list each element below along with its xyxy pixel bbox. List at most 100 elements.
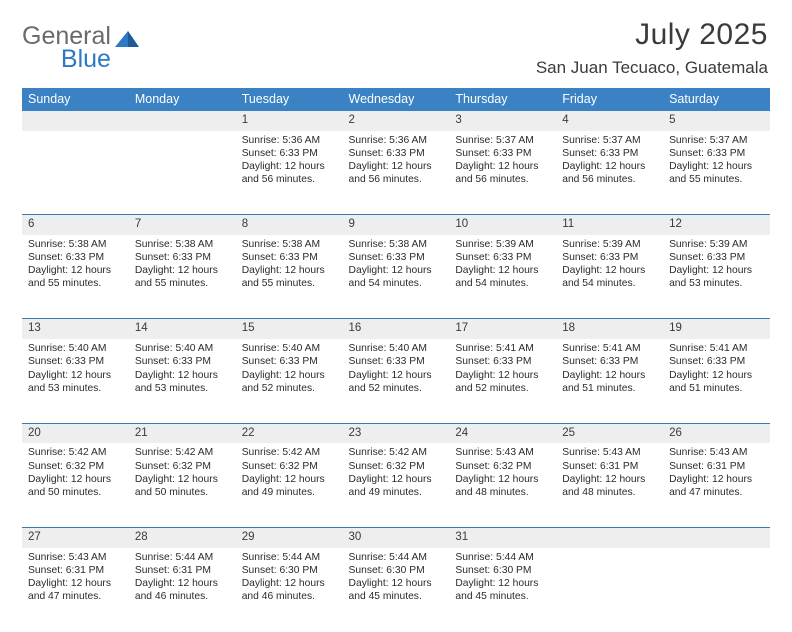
day-number-cell <box>556 527 663 547</box>
weekday-header-row: SundayMondayTuesdayWednesdayThursdayFrid… <box>22 88 770 111</box>
day-content-cell: Sunrise: 5:43 AM Sunset: 6:32 PM Dayligh… <box>449 443 556 527</box>
day-details: Sunrise: 5:39 AM Sunset: 6:33 PM Dayligh… <box>663 235 770 295</box>
day-details: Sunrise: 5:38 AM Sunset: 6:33 PM Dayligh… <box>22 235 129 295</box>
day-number-cell <box>22 111 129 131</box>
day-content-row: Sunrise: 5:38 AM Sunset: 6:33 PM Dayligh… <box>22 235 770 319</box>
day-details: Sunrise: 5:44 AM Sunset: 6:31 PM Dayligh… <box>129 548 236 608</box>
day-number-cell: 26 <box>663 423 770 443</box>
day-details: Sunrise: 5:44 AM Sunset: 6:30 PM Dayligh… <box>343 548 450 608</box>
day-number-row: 6789101112 <box>22 215 770 235</box>
day-number-cell: 23 <box>343 423 450 443</box>
day-number-cell: 22 <box>236 423 343 443</box>
day-details: Sunrise: 5:36 AM Sunset: 6:33 PM Dayligh… <box>236 131 343 191</box>
day-details: Sunrise: 5:40 AM Sunset: 6:33 PM Dayligh… <box>22 339 129 399</box>
day-details: Sunrise: 5:43 AM Sunset: 6:31 PM Dayligh… <box>22 548 129 608</box>
day-number-cell: 2 <box>343 111 450 131</box>
day-content-row: Sunrise: 5:40 AM Sunset: 6:33 PM Dayligh… <box>22 339 770 423</box>
weekday-header: Tuesday <box>236 88 343 111</box>
day-number-cell: 15 <box>236 319 343 339</box>
weekday-header: Monday <box>129 88 236 111</box>
day-number-cell: 31 <box>449 527 556 547</box>
day-number-cell: 29 <box>236 527 343 547</box>
day-number-cell <box>129 111 236 131</box>
day-content-cell <box>663 548 770 632</box>
logo-text: General Blue <box>22 24 111 72</box>
day-number-cell: 3 <box>449 111 556 131</box>
day-content-cell: Sunrise: 5:38 AM Sunset: 6:33 PM Dayligh… <box>343 235 450 319</box>
day-number-cell: 14 <box>129 319 236 339</box>
day-number-cell: 18 <box>556 319 663 339</box>
month-title: July 2025 <box>536 18 768 52</box>
day-number-cell: 11 <box>556 215 663 235</box>
day-content-cell: Sunrise: 5:39 AM Sunset: 6:33 PM Dayligh… <box>663 235 770 319</box>
day-content-row: Sunrise: 5:36 AM Sunset: 6:33 PM Dayligh… <box>22 131 770 215</box>
day-details: Sunrise: 5:40 AM Sunset: 6:33 PM Dayligh… <box>129 339 236 399</box>
day-details: Sunrise: 5:39 AM Sunset: 6:33 PM Dayligh… <box>449 235 556 295</box>
day-details: Sunrise: 5:38 AM Sunset: 6:33 PM Dayligh… <box>236 235 343 295</box>
day-details: Sunrise: 5:37 AM Sunset: 6:33 PM Dayligh… <box>663 131 770 191</box>
day-content-cell: Sunrise: 5:37 AM Sunset: 6:33 PM Dayligh… <box>449 131 556 215</box>
title-block: July 2025 San Juan Tecuaco, Guatemala <box>536 18 770 78</box>
day-number-cell: 10 <box>449 215 556 235</box>
day-content-cell: Sunrise: 5:37 AM Sunset: 6:33 PM Dayligh… <box>663 131 770 215</box>
day-content-cell: Sunrise: 5:42 AM Sunset: 6:32 PM Dayligh… <box>22 443 129 527</box>
day-content-cell: Sunrise: 5:36 AM Sunset: 6:33 PM Dayligh… <box>343 131 450 215</box>
calendar-document: General Blue July 2025 San Juan Tecuaco,… <box>0 0 792 632</box>
day-content-cell <box>129 131 236 215</box>
day-number-cell: 21 <box>129 423 236 443</box>
day-details: Sunrise: 5:44 AM Sunset: 6:30 PM Dayligh… <box>236 548 343 608</box>
day-number-cell: 20 <box>22 423 129 443</box>
weekday-header: Wednesday <box>343 88 450 111</box>
day-details: Sunrise: 5:40 AM Sunset: 6:33 PM Dayligh… <box>343 339 450 399</box>
day-details: Sunrise: 5:42 AM Sunset: 6:32 PM Dayligh… <box>22 443 129 503</box>
day-content-cell: Sunrise: 5:38 AM Sunset: 6:33 PM Dayligh… <box>236 235 343 319</box>
day-content-cell: Sunrise: 5:42 AM Sunset: 6:32 PM Dayligh… <box>236 443 343 527</box>
day-details: Sunrise: 5:42 AM Sunset: 6:32 PM Dayligh… <box>236 443 343 503</box>
weekday-header: Saturday <box>663 88 770 111</box>
day-content-cell: Sunrise: 5:43 AM Sunset: 6:31 PM Dayligh… <box>663 443 770 527</box>
day-content-cell: Sunrise: 5:41 AM Sunset: 6:33 PM Dayligh… <box>556 339 663 423</box>
logo-triangle-icon <box>114 27 140 49</box>
day-number-cell: 7 <box>129 215 236 235</box>
day-number-cell: 17 <box>449 319 556 339</box>
day-number-cell: 5 <box>663 111 770 131</box>
day-details: Sunrise: 5:42 AM Sunset: 6:32 PM Dayligh… <box>129 443 236 503</box>
day-content-cell: Sunrise: 5:42 AM Sunset: 6:32 PM Dayligh… <box>343 443 450 527</box>
day-content-cell <box>556 548 663 632</box>
day-details: Sunrise: 5:38 AM Sunset: 6:33 PM Dayligh… <box>343 235 450 295</box>
day-number-cell: 30 <box>343 527 450 547</box>
day-content-cell: Sunrise: 5:40 AM Sunset: 6:33 PM Dayligh… <box>343 339 450 423</box>
day-content-cell: Sunrise: 5:44 AM Sunset: 6:30 PM Dayligh… <box>236 548 343 632</box>
day-details: Sunrise: 5:40 AM Sunset: 6:33 PM Dayligh… <box>236 339 343 399</box>
day-details: Sunrise: 5:36 AM Sunset: 6:33 PM Dayligh… <box>343 131 450 191</box>
day-content-cell: Sunrise: 5:40 AM Sunset: 6:33 PM Dayligh… <box>129 339 236 423</box>
header-row: General Blue July 2025 San Juan Tecuaco,… <box>22 18 770 78</box>
day-number-cell: 4 <box>556 111 663 131</box>
day-number-cell: 13 <box>22 319 129 339</box>
day-number-cell: 25 <box>556 423 663 443</box>
day-details: Sunrise: 5:37 AM Sunset: 6:33 PM Dayligh… <box>449 131 556 191</box>
day-content-cell: Sunrise: 5:42 AM Sunset: 6:32 PM Dayligh… <box>129 443 236 527</box>
day-content-cell: Sunrise: 5:39 AM Sunset: 6:33 PM Dayligh… <box>449 235 556 319</box>
day-number-cell: 9 <box>343 215 450 235</box>
day-details: Sunrise: 5:37 AM Sunset: 6:33 PM Dayligh… <box>556 131 663 191</box>
day-content-cell: Sunrise: 5:44 AM Sunset: 6:31 PM Dayligh… <box>129 548 236 632</box>
day-content-cell: Sunrise: 5:43 AM Sunset: 6:31 PM Dayligh… <box>22 548 129 632</box>
logo-line2: Blue <box>22 47 111 72</box>
day-number-cell: 16 <box>343 319 450 339</box>
day-details: Sunrise: 5:39 AM Sunset: 6:33 PM Dayligh… <box>556 235 663 295</box>
day-number-cell: 12 <box>663 215 770 235</box>
day-number-cell: 24 <box>449 423 556 443</box>
day-number-row: 12345 <box>22 111 770 131</box>
day-content-cell: Sunrise: 5:43 AM Sunset: 6:31 PM Dayligh… <box>556 443 663 527</box>
day-number-row: 13141516171819 <box>22 319 770 339</box>
day-content-cell: Sunrise: 5:38 AM Sunset: 6:33 PM Dayligh… <box>22 235 129 319</box>
day-details: Sunrise: 5:44 AM Sunset: 6:30 PM Dayligh… <box>449 548 556 608</box>
day-content-cell: Sunrise: 5:40 AM Sunset: 6:33 PM Dayligh… <box>236 339 343 423</box>
day-number-cell: 28 <box>129 527 236 547</box>
day-details: Sunrise: 5:43 AM Sunset: 6:31 PM Dayligh… <box>556 443 663 503</box>
location-label: San Juan Tecuaco, Guatemala <box>536 58 768 78</box>
day-content-row: Sunrise: 5:43 AM Sunset: 6:31 PM Dayligh… <box>22 548 770 632</box>
day-content-cell: Sunrise: 5:44 AM Sunset: 6:30 PM Dayligh… <box>343 548 450 632</box>
day-details: Sunrise: 5:42 AM Sunset: 6:32 PM Dayligh… <box>343 443 450 503</box>
